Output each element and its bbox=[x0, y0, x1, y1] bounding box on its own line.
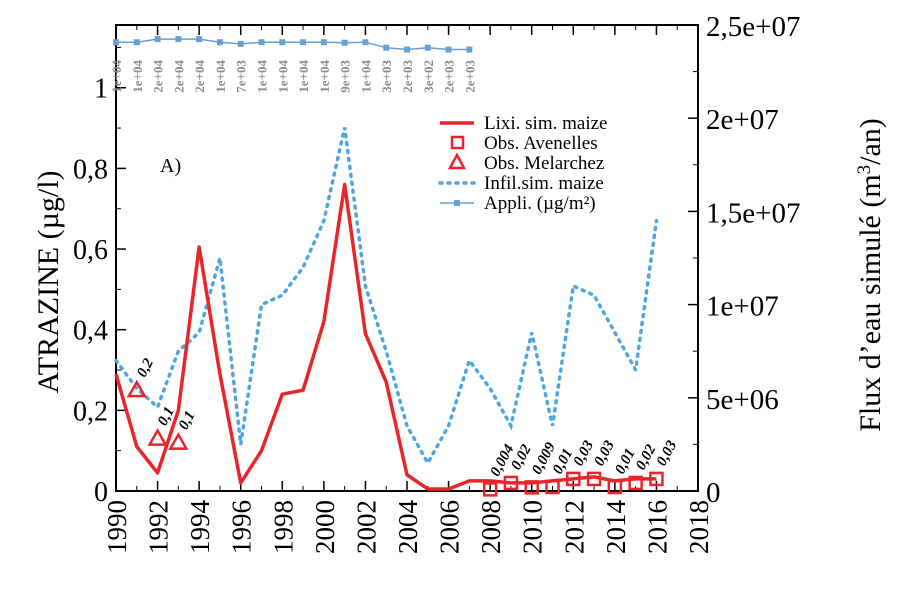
application-label: 1e+04 bbox=[213, 60, 228, 93]
application-point bbox=[404, 46, 410, 53]
obs-value-label: 0,03 bbox=[571, 438, 598, 469]
obs-value-label: 0,1 bbox=[155, 404, 178, 428]
application-label: 1e+04 bbox=[255, 60, 270, 93]
x-tick-label: 2002 bbox=[351, 500, 381, 554]
x-tick-label: 2016 bbox=[642, 500, 672, 554]
application-point bbox=[320, 39, 327, 46]
x-tick-label: 2012 bbox=[559, 500, 589, 554]
application-label: 1e+04 bbox=[317, 60, 332, 93]
x-tick-label: 1994 bbox=[185, 500, 215, 555]
application-point bbox=[154, 36, 161, 43]
infiltration-line bbox=[114, 127, 659, 467]
x-tick-label: 2014 bbox=[601, 500, 631, 555]
y2-tick-label: 0 bbox=[706, 477, 721, 509]
obs-melarchez-point bbox=[126, 379, 147, 398]
obs-avenelles-point bbox=[524, 480, 539, 495]
obs-value-label: 0,2 bbox=[134, 356, 157, 381]
application-point bbox=[341, 39, 348, 46]
obs-avenelles-point bbox=[628, 475, 643, 491]
application-label: 9e+03 bbox=[338, 60, 353, 93]
x-tick-label: 1992 bbox=[144, 500, 174, 554]
obs-value-label: 0,1 bbox=[176, 408, 199, 432]
y2-axis-title-sup: 3 bbox=[854, 165, 875, 175]
application-label: 2e+03 bbox=[400, 60, 415, 93]
application-label: 1e+04 bbox=[358, 60, 373, 93]
application-label: 2e+04 bbox=[151, 60, 166, 93]
application-label: 2e+04 bbox=[171, 60, 186, 93]
application-point bbox=[466, 46, 473, 53]
application-point bbox=[445, 46, 452, 53]
x-tick-label: 1998 bbox=[268, 500, 298, 554]
y-tick-label: 0,8 bbox=[73, 154, 108, 185]
x-tick-label: 2018 bbox=[684, 500, 714, 554]
application-label: 2e+03 bbox=[462, 60, 477, 93]
application-point bbox=[175, 36, 182, 43]
y2-axis-title: Flux d’eau simulé (m3/an) bbox=[854, 118, 887, 432]
obs-melarchez-point bbox=[168, 432, 189, 450]
panel-label: A) bbox=[160, 155, 181, 177]
legend-label: Obs. Avenelles bbox=[484, 133, 598, 154]
y-axis-title: ATRAZINE (µg/l) bbox=[32, 170, 65, 393]
application-point bbox=[196, 36, 203, 43]
legend-symbol-square bbox=[450, 135, 465, 150]
legend-label: Infil.sim. maize bbox=[484, 173, 604, 194]
y-tick-label: 0,4 bbox=[73, 316, 108, 347]
obs-melarchez-point bbox=[147, 428, 168, 446]
application-label: 3e+03 bbox=[379, 60, 394, 93]
application-line bbox=[116, 38, 470, 51]
application-label: 1e+04 bbox=[275, 60, 290, 93]
y-tick-label: 1 bbox=[94, 74, 108, 105]
application-label: 7e+03 bbox=[234, 60, 249, 93]
y-tick-label: 0,2 bbox=[73, 396, 108, 427]
y-tick-label: 0,6 bbox=[73, 235, 108, 266]
y2-tick-label: 5e+06 bbox=[706, 384, 779, 416]
legend-label: Obs. Melarchez bbox=[484, 153, 604, 174]
application-point bbox=[383, 44, 390, 51]
x-tick-label: 2010 bbox=[518, 500, 548, 554]
y2-tick-label: 2,5e+07 bbox=[706, 11, 800, 43]
y-tick-label: 0 bbox=[94, 477, 108, 508]
application-point bbox=[424, 44, 431, 51]
application-point bbox=[133, 39, 140, 46]
legend-label: Lixi. sim. maize bbox=[484, 113, 607, 134]
application-point bbox=[258, 39, 265, 46]
legend-label: Appli. (µg/m²) bbox=[484, 193, 596, 214]
x-tick-label: 2004 bbox=[393, 500, 423, 555]
x-tick-label: 2008 bbox=[476, 500, 506, 554]
x-tick-label: 1990 bbox=[102, 500, 132, 554]
application-label: 1e+04 bbox=[109, 60, 124, 93]
application-label: 1e+04 bbox=[296, 60, 311, 93]
application-label: 2e+03 bbox=[442, 60, 457, 93]
y2-tick-label: 2e+07 bbox=[706, 104, 779, 136]
obs-value-label: 0,03 bbox=[654, 438, 681, 469]
application-label: 2e+04 bbox=[192, 60, 207, 93]
x-tick-label: 2006 bbox=[435, 500, 465, 554]
y2-tick-label: 1e+07 bbox=[706, 291, 779, 323]
application-point bbox=[362, 39, 369, 46]
obs-avenelles-point bbox=[545, 479, 560, 495]
y2-axis-title-end: /an) bbox=[854, 118, 887, 165]
legend-symbol-linesquare-marker bbox=[454, 200, 460, 206]
obs-avenelles-point bbox=[586, 471, 602, 487]
y2-tick-label: 1,5e+07 bbox=[706, 197, 800, 229]
application-point bbox=[216, 39, 223, 46]
y2-axis-title-main: Flux d’eau simulé (m bbox=[854, 174, 887, 431]
obs-avenelles-point bbox=[566, 471, 581, 487]
x-tick-label: 2000 bbox=[310, 500, 340, 554]
obs-avenelles-point bbox=[482, 482, 498, 497]
legend-symbol-triangle bbox=[447, 152, 467, 170]
plot-frame bbox=[115, 24, 699, 492]
obs-avenelles-point bbox=[503, 475, 519, 491]
application-point bbox=[279, 39, 286, 46]
application-point bbox=[237, 40, 244, 47]
application-label: 1e+04 bbox=[130, 60, 145, 93]
application-point bbox=[300, 39, 307, 46]
application-point bbox=[113, 39, 119, 46]
x-tick-label: 1996 bbox=[227, 500, 257, 554]
application-label: 3e+02 bbox=[421, 60, 436, 93]
obs-avenelles-point bbox=[607, 479, 623, 495]
obs-avenelles-point bbox=[649, 471, 664, 487]
